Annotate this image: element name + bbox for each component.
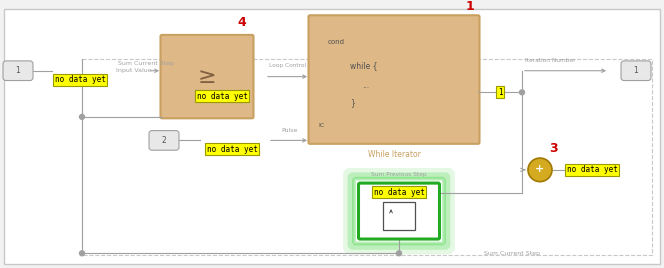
Text: 1: 1 (465, 1, 474, 13)
Text: 1: 1 (16, 66, 21, 75)
Circle shape (528, 158, 552, 182)
Text: 4: 4 (238, 16, 246, 29)
Text: 1: 1 (633, 66, 638, 75)
FancyBboxPatch shape (149, 131, 179, 150)
Text: ...: ... (362, 81, 369, 90)
FancyBboxPatch shape (359, 183, 440, 239)
FancyBboxPatch shape (383, 202, 415, 230)
Text: +: + (535, 164, 544, 174)
Bar (82, 59, 652, 255)
Text: Sum Previous Step: Sum Previous Step (371, 172, 427, 177)
FancyBboxPatch shape (161, 35, 254, 118)
Text: no data yet: no data yet (54, 75, 106, 84)
Text: IC: IC (318, 123, 324, 128)
Text: 2: 2 (161, 136, 167, 145)
FancyBboxPatch shape (309, 15, 479, 144)
Circle shape (80, 251, 84, 256)
FancyBboxPatch shape (621, 61, 651, 81)
Text: }: } (350, 99, 355, 108)
Text: no data yet: no data yet (374, 188, 424, 197)
Text: 3: 3 (550, 142, 558, 155)
Text: While Iterator: While Iterator (368, 150, 420, 159)
Text: Sum Current Step: Sum Current Step (484, 251, 540, 256)
Text: ≥: ≥ (198, 67, 216, 87)
Text: Loop Control: Loop Control (270, 63, 307, 68)
Circle shape (80, 114, 84, 119)
Text: Pulse: Pulse (282, 128, 298, 133)
Text: Iteration Number: Iteration Number (525, 58, 576, 64)
Text: no data yet: no data yet (207, 145, 258, 154)
Text: no data yet: no data yet (197, 92, 248, 101)
Text: 1: 1 (498, 88, 502, 97)
Text: Sum Current Step: Sum Current Step (118, 61, 174, 66)
Text: cond: cond (328, 39, 345, 45)
Text: no data yet: no data yet (566, 165, 618, 174)
Text: Input Value: Input Value (116, 68, 151, 73)
Circle shape (519, 90, 525, 95)
Text: while {: while { (350, 61, 378, 70)
FancyBboxPatch shape (3, 61, 33, 81)
Circle shape (396, 251, 402, 256)
